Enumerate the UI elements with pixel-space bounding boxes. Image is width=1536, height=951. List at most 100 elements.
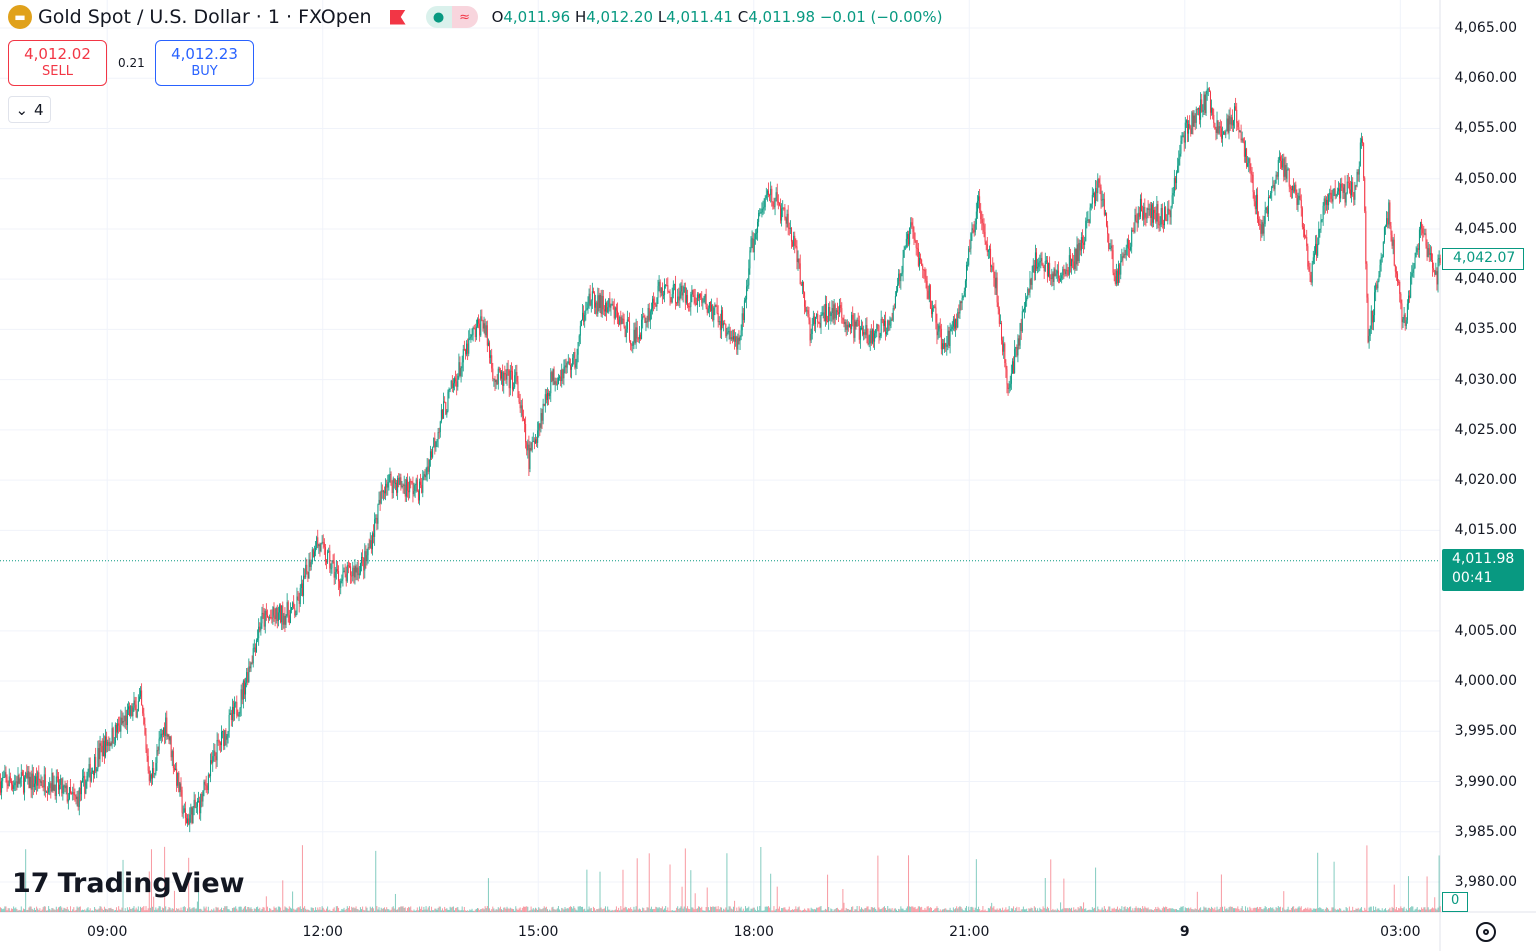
volume-bar	[1203, 906, 1205, 912]
candle	[929, 285, 931, 309]
candle	[715, 304, 717, 307]
candle	[839, 305, 841, 314]
candle	[739, 336, 741, 342]
candle	[1109, 248, 1111, 250]
candle	[486, 325, 488, 346]
volume-bar	[1220, 874, 1222, 912]
candle	[801, 281, 803, 286]
volume-bar	[1095, 867, 1097, 912]
candle	[914, 238, 916, 241]
volume-bar	[15, 907, 17, 912]
candle	[1375, 284, 1377, 293]
candle	[160, 733, 162, 738]
settings-icon[interactable]	[1476, 922, 1496, 942]
volume-bar	[1435, 908, 1437, 912]
volume-bar	[766, 906, 768, 912]
volume-bar	[215, 906, 217, 912]
volume-bar	[673, 910, 675, 912]
candle	[144, 724, 146, 735]
volume-bar	[26, 910, 28, 912]
candle	[815, 316, 817, 325]
candle	[563, 366, 565, 379]
candle	[1220, 128, 1222, 139]
volume-bar	[269, 908, 271, 912]
candle	[417, 490, 419, 501]
volume-bar	[478, 908, 480, 912]
candle	[51, 772, 53, 792]
buy-button[interactable]: 4,012.23 BUY	[155, 40, 254, 86]
candle	[825, 303, 827, 322]
market-status[interactable]: ● ≈	[425, 6, 478, 28]
volume-bar	[1411, 906, 1413, 912]
candle	[1323, 198, 1325, 206]
volume-bar	[1299, 907, 1301, 912]
candle	[1351, 181, 1353, 196]
candle	[403, 484, 405, 486]
candle	[119, 725, 121, 732]
candle	[288, 615, 290, 624]
volume-bar	[841, 908, 843, 912]
candle	[83, 775, 85, 779]
candle	[959, 301, 961, 314]
candle	[748, 268, 750, 286]
y-tick-label: 4,035.00	[1454, 321, 1517, 338]
symbol-title[interactable]: Gold Spot / U.S. Dollar · 1 · FXOpen	[38, 6, 372, 28]
volume-bar	[1305, 907, 1307, 912]
volume-bar	[751, 908, 753, 912]
volume-bar	[879, 909, 881, 912]
candle	[170, 736, 172, 758]
volume-bar	[425, 906, 427, 912]
volume-bar	[622, 869, 624, 912]
volume-bar	[894, 908, 896, 912]
candle	[98, 748, 100, 760]
volume-bar	[1, 908, 3, 912]
volume-bar	[798, 906, 800, 912]
candle	[1237, 122, 1239, 128]
volume-bar	[165, 906, 167, 912]
volume-bar	[397, 909, 399, 912]
indicators-toggle[interactable]: ⌄ 4	[8, 96, 51, 123]
volume-bar	[248, 906, 250, 912]
y-tick-label: 4,020.00	[1454, 472, 1517, 489]
candle	[1099, 182, 1101, 188]
candle	[890, 319, 892, 325]
candle	[493, 378, 495, 380]
volume-bar	[952, 907, 954, 912]
volume-bar	[233, 907, 235, 912]
volume-bar	[562, 908, 564, 912]
volume-bar	[1062, 908, 1064, 912]
candle	[5, 772, 7, 778]
volume-bar	[1010, 908, 1012, 912]
candle	[277, 612, 279, 621]
volume-bar	[526, 906, 528, 912]
sell-button[interactable]: 4,012.02 SELL	[8, 40, 107, 86]
candle	[1251, 174, 1253, 176]
volume-bar	[748, 906, 750, 912]
candle	[142, 705, 144, 714]
candle	[53, 784, 55, 791]
candle	[730, 337, 732, 340]
candle	[727, 331, 729, 333]
volume-bar	[870, 907, 872, 912]
tradingview-logo[interactable]: 17 TradingView	[12, 868, 245, 899]
candle	[589, 293, 591, 306]
candle	[1292, 185, 1294, 191]
volume-bar	[1057, 909, 1059, 912]
volume-bar	[822, 910, 824, 912]
candle	[370, 540, 372, 550]
candle	[1394, 265, 1396, 272]
candle	[343, 570, 345, 572]
candle	[180, 783, 182, 791]
volume-bar	[420, 908, 422, 912]
volume-bar	[1406, 910, 1408, 912]
candle	[1041, 258, 1043, 265]
volume-bar	[251, 908, 253, 912]
y-tick-label: 4,040.00	[1454, 271, 1517, 288]
candle	[26, 772, 28, 779]
volume-bar	[648, 853, 650, 912]
flag-icon[interactable]	[389, 9, 406, 25]
volume-bar	[4, 906, 6, 912]
volume-bar	[1231, 906, 1233, 912]
volume-bar	[288, 906, 290, 912]
